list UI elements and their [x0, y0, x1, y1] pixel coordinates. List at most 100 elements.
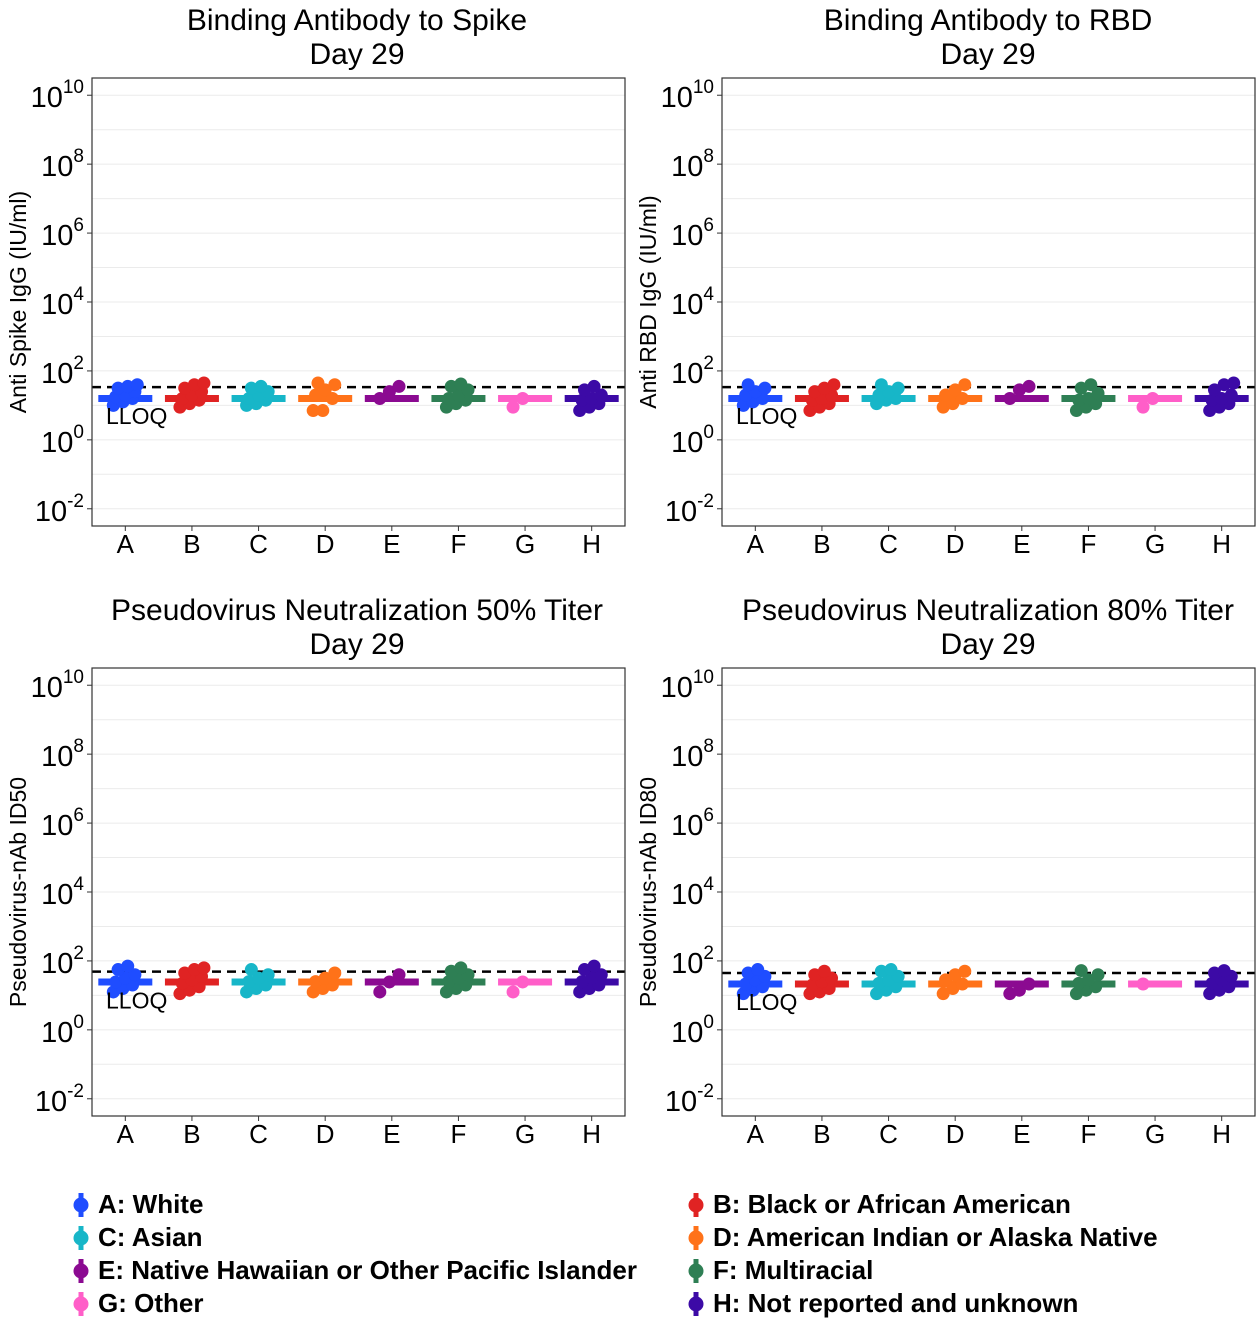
data-point	[1091, 968, 1105, 982]
y-tick-label: 1010	[661, 77, 714, 114]
lloq-label: LLOQ	[106, 403, 167, 429]
data-point	[197, 961, 211, 975]
x-tick-label: E	[1013, 1119, 1030, 1149]
x-tick-label: D	[946, 529, 965, 559]
legend-key-icon	[688, 1225, 704, 1250]
legend-label: B: Black or African American	[713, 1189, 1071, 1219]
y-tick-base: 10	[671, 358, 703, 390]
y-tick-label: 104	[671, 284, 714, 321]
y-tick-exponent: 10	[63, 667, 84, 688]
category-C-points	[231, 379, 286, 412]
y-tick-exponent: 6	[73, 215, 84, 236]
category-A-points	[98, 959, 153, 999]
data-point	[244, 963, 258, 977]
y-tick-label: 104	[41, 874, 84, 911]
data-point	[392, 968, 406, 982]
data-point	[373, 391, 387, 405]
category-H-points	[564, 379, 619, 418]
y-tick-exponent: 4	[703, 874, 714, 895]
category-F-points	[1061, 378, 1116, 418]
chart-title: Day 29	[940, 38, 1035, 71]
legend-item: A: White	[68, 1188, 203, 1221]
data-point	[121, 959, 135, 973]
y-axis-label: Pseudovirus-nAb ID50	[5, 777, 31, 1007]
data-point	[948, 383, 962, 397]
y-tick-exponent: 4	[703, 284, 714, 305]
data-point	[936, 987, 950, 1001]
data-point	[451, 388, 465, 402]
legend-label: G: Other	[98, 1288, 204, 1318]
x-tick-label: G	[1145, 1119, 1165, 1149]
data-point	[1084, 378, 1098, 392]
data-point	[741, 378, 755, 392]
y-tick-label: 10-2	[665, 1081, 714, 1118]
data-point	[309, 388, 323, 402]
data-point	[817, 964, 831, 978]
y-tick-base: 10	[671, 427, 703, 459]
legend-item: C: Asian	[68, 1221, 203, 1254]
category-D-points	[298, 376, 353, 418]
chart-panel-4: Pseudovirus Neutralization 80% TiterDay …	[635, 594, 1256, 1149]
chart-title: Day 29	[309, 38, 404, 71]
data-point	[373, 985, 387, 999]
x-tick-label: B	[183, 529, 200, 559]
data-point	[939, 388, 953, 402]
y-tick-exponent: 0	[73, 422, 84, 443]
legend-key-icon	[73, 1225, 89, 1250]
data-point	[261, 968, 275, 982]
data-point	[891, 381, 905, 395]
x-tick-label: A	[117, 529, 135, 559]
data-point	[751, 963, 765, 977]
category-B-points	[794, 964, 849, 1001]
y-tick-label: 1010	[661, 667, 714, 704]
legend-key-dot	[688, 1263, 704, 1278]
data-point	[318, 971, 332, 985]
y-tick-label: 102	[41, 943, 84, 980]
legend-key-dot	[73, 1263, 89, 1278]
y-tick-label: 10-2	[35, 491, 84, 528]
y-tick-label: 1010	[31, 77, 84, 114]
category-D-points	[928, 964, 983, 1001]
data-point	[939, 973, 953, 987]
category-F-points	[431, 961, 486, 999]
y-tick-label: 102	[671, 943, 714, 980]
x-tick-label: F	[450, 529, 466, 559]
category-H-points	[564, 959, 619, 999]
data-point	[958, 964, 972, 978]
category-G-points	[1128, 977, 1183, 991]
y-tick-exponent: 2	[703, 353, 714, 374]
y-tick-exponent: 4	[73, 284, 84, 305]
category-D-points	[928, 378, 983, 414]
category-E-points	[364, 379, 419, 405]
y-tick-label: 108	[41, 146, 84, 183]
x-tick-label: H	[582, 1119, 601, 1149]
y-tick-label: 100	[41, 1012, 84, 1049]
category-B-points	[794, 378, 849, 418]
legend-item: E: Native Hawaiian or Other Pacific Isla…	[68, 1254, 637, 1287]
y-tick-base: 10	[41, 289, 73, 321]
y-tick-label: 100	[671, 1012, 714, 1049]
y-tick-base: 10	[671, 810, 703, 842]
y-tick-base: 10	[41, 741, 73, 773]
y-tick-exponent: 4	[73, 874, 84, 895]
y-tick-base: 10	[671, 1017, 703, 1049]
y-tick-base: 10	[661, 82, 693, 114]
y-tick-label: 102	[671, 353, 714, 390]
data-point	[1207, 383, 1221, 397]
category-H-points	[1194, 376, 1249, 418]
category-G-points	[1128, 391, 1183, 414]
y-tick-base: 10	[41, 879, 73, 911]
legend-label: C: Asian	[98, 1222, 203, 1252]
legend-key-icon	[688, 1192, 704, 1217]
chart-title: Binding Antibody to Spike	[187, 4, 527, 37]
chart-title: Day 29	[940, 628, 1035, 661]
legend-item: D: American Indian or Alaska Native	[683, 1221, 1158, 1254]
y-axis-label: Pseudovirus-nAb ID80	[635, 777, 661, 1007]
x-tick-label: C	[879, 1119, 898, 1149]
lloq-label: LLOQ	[736, 403, 797, 429]
legend-key-icon	[688, 1258, 704, 1283]
legend-key-icon	[73, 1192, 89, 1217]
data-point	[1205, 393, 1219, 407]
data-point	[130, 378, 144, 392]
